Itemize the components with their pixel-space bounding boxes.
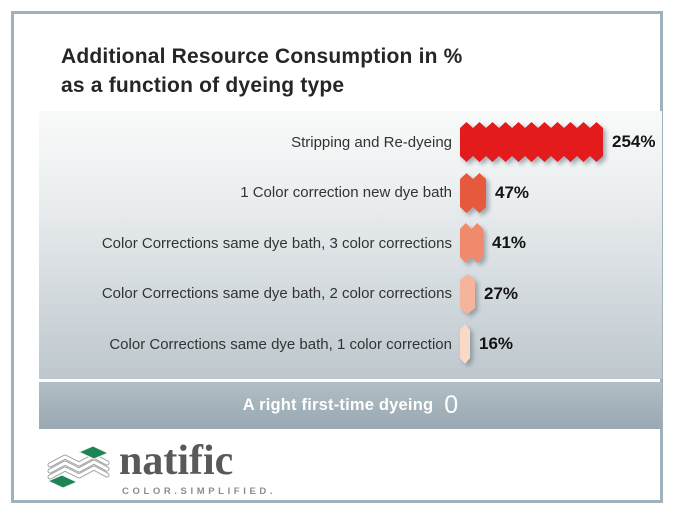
baseline-value: 0 xyxy=(444,391,459,419)
bar-value-label: 47% xyxy=(495,182,530,202)
natific-diamond-stack-icon xyxy=(46,445,110,489)
bar xyxy=(460,223,483,264)
bar-category-label: Color Corrections same dye bath, 1 color… xyxy=(109,335,452,353)
baseline-band: A right first-time dyeing 0 xyxy=(39,382,662,429)
page-title: Additional Resource Consumption in % as … xyxy=(61,42,463,100)
logo-text: natific COLOR.SIMPLIFIED. xyxy=(119,440,276,497)
chart-row: Stripping and Re-dyeing 254% xyxy=(39,117,662,168)
bar xyxy=(460,324,470,365)
bar-category-label: 1 Color correction new dye bath xyxy=(240,184,452,202)
chart-rows: Stripping and Re-dyeing 254% 1 Color corre… xyxy=(39,111,662,370)
natific-logo: natific COLOR.SIMPLIFIED. xyxy=(46,440,276,497)
chart-row: 1 Color correction new dye bath 47% xyxy=(39,168,662,219)
chart-row: Color Corrections same dye bath, 2 color… xyxy=(39,269,662,320)
chart-frame: Additional Resource Consumption in % as … xyxy=(11,11,663,503)
bar-value-label: 254% xyxy=(612,132,656,152)
bar-value-label: 16% xyxy=(479,334,514,354)
chart-area: Stripping and Re-dyeing 254% 1 Color corre… xyxy=(39,111,662,379)
bar-category-label: Color Corrections same dye bath, 3 color… xyxy=(101,234,452,252)
bar-value-label: 41% xyxy=(492,233,527,253)
chart-row: Color Corrections same dye bath, 1 color… xyxy=(39,319,662,370)
page-title-line2: as a function of dyeing type xyxy=(61,74,345,97)
baseline-label: A right first-time dyeing xyxy=(242,396,434,414)
page-title-line1: Additional Resource Consumption in % xyxy=(61,45,463,68)
bar xyxy=(460,273,475,314)
bar-value-label: 27% xyxy=(484,283,519,303)
chart-row: Color Corrections same dye bath, 3 color… xyxy=(39,218,662,269)
bar-category-label: Stripping and Re-dyeing xyxy=(291,133,452,151)
brand-tagline: COLOR.SIMPLIFIED. xyxy=(122,486,277,497)
bar xyxy=(460,122,603,163)
bar-category-label: Color Corrections same dye bath, 2 color… xyxy=(101,285,452,303)
bar xyxy=(460,172,486,213)
brand-name: natific xyxy=(119,438,234,484)
